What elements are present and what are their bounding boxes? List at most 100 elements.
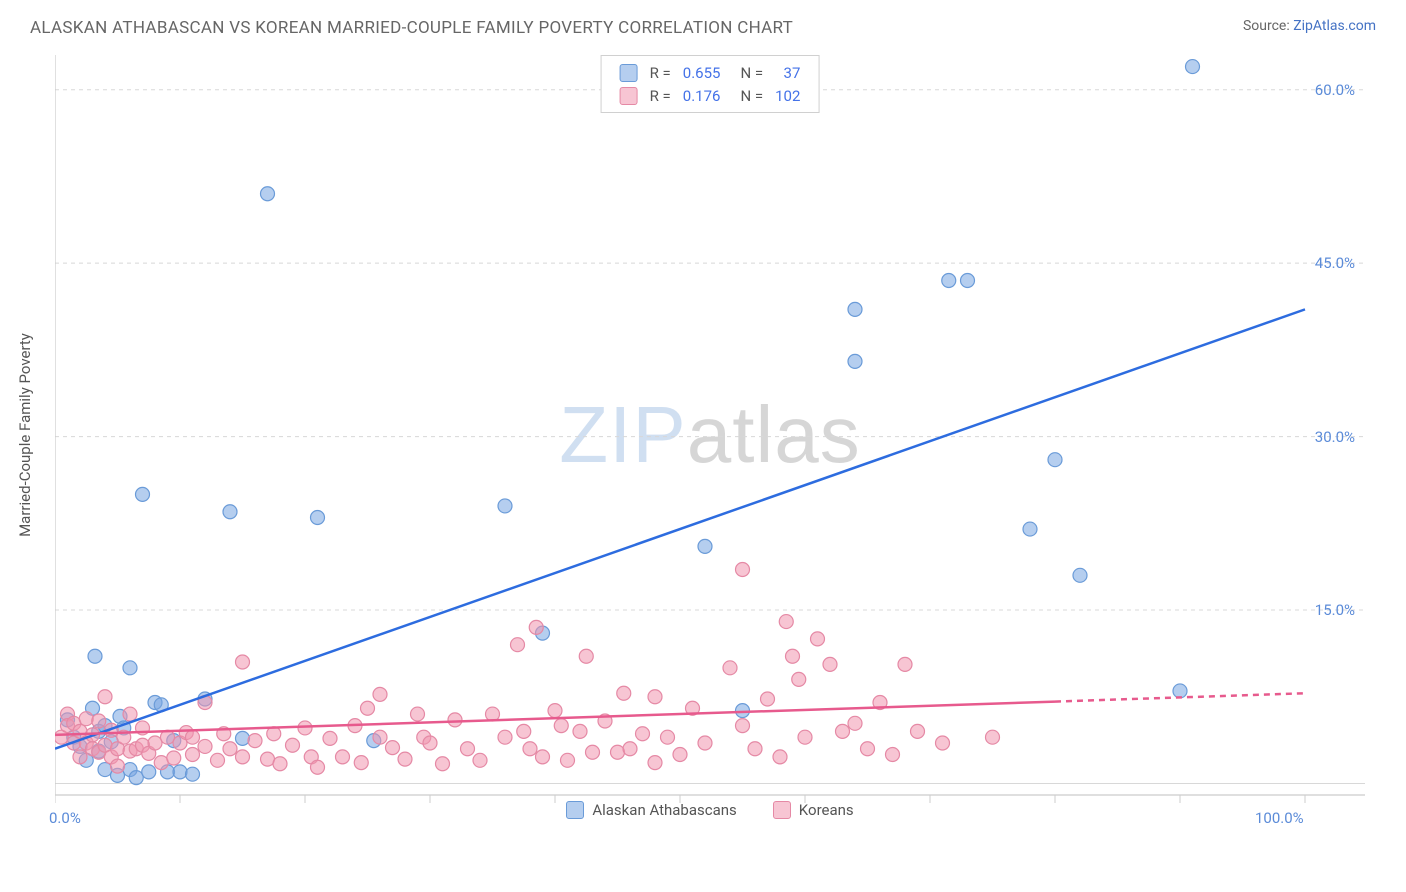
data-point (261, 752, 275, 766)
data-point (211, 753, 225, 767)
data-point (579, 649, 593, 663)
y-axis-label: Married-Couple Family Poverty (16, 333, 34, 537)
legend-n-value: 102 (769, 84, 806, 107)
data-point (111, 759, 125, 773)
data-point (361, 701, 375, 715)
legend-swatch (620, 87, 638, 105)
series-name: Alaskan Athabascans (592, 801, 736, 819)
data-point (186, 730, 200, 744)
data-point (848, 716, 862, 730)
data-point (798, 730, 812, 744)
data-point (154, 756, 168, 770)
data-point (223, 742, 237, 756)
data-point (79, 712, 93, 726)
data-point (623, 742, 637, 756)
series-legend: Alaskan Athabascans Koreans (55, 801, 1365, 823)
data-point (186, 767, 200, 781)
data-point (517, 724, 531, 738)
legend-n-label: N = (726, 61, 769, 84)
data-point (223, 505, 237, 519)
data-point (1073, 568, 1087, 582)
data-point (673, 748, 687, 762)
data-point (323, 731, 337, 745)
data-point (961, 273, 975, 287)
data-point (611, 745, 625, 759)
data-point (92, 714, 106, 728)
data-point (136, 487, 150, 501)
data-point (936, 736, 950, 750)
data-point (823, 657, 837, 671)
data-point (167, 751, 181, 765)
legend-swatch (773, 801, 791, 819)
data-point (261, 187, 275, 201)
stats-legend: R =0.655N =37 R =0.176N =102 (601, 55, 820, 113)
data-point (836, 724, 850, 738)
data-point (898, 657, 912, 671)
data-point (498, 499, 512, 513)
data-point (236, 750, 250, 764)
y-tick-label: 60.0% (1315, 81, 1355, 99)
data-point (236, 655, 250, 669)
data-point (311, 760, 325, 774)
source-credit: Source: ZipAtlas.com (1243, 18, 1376, 34)
data-point (811, 632, 825, 646)
data-point (561, 753, 575, 767)
legend-r-label: R = (644, 84, 677, 107)
data-point (698, 736, 712, 750)
data-point (548, 704, 562, 718)
data-point (123, 707, 137, 721)
data-point (498, 730, 512, 744)
data-point (311, 511, 325, 525)
trend-line (55, 309, 1305, 748)
series-legend-item: Alaskan Athabascans (566, 801, 736, 819)
x-tick-label: 0.0% (49, 809, 81, 827)
data-point (273, 757, 287, 771)
source-link[interactable]: ZipAtlas.com (1293, 18, 1376, 34)
data-point (779, 615, 793, 629)
data-point (886, 748, 900, 762)
data-point (511, 638, 525, 652)
data-point (536, 750, 550, 764)
data-point (736, 563, 750, 577)
data-point (129, 771, 143, 785)
series-name: Koreans (799, 801, 854, 819)
data-point (461, 742, 475, 756)
data-point (142, 765, 156, 779)
data-point (661, 730, 675, 744)
data-point (186, 748, 200, 762)
data-point (586, 745, 600, 759)
data-point (648, 756, 662, 770)
legend-r-value: 0.176 (677, 84, 727, 107)
legend-r-label: R = (644, 61, 677, 84)
data-point (617, 686, 631, 700)
y-tick-label: 45.0% (1315, 254, 1355, 272)
data-point (773, 750, 787, 764)
legend-r-value: 0.655 (677, 61, 727, 84)
data-point (98, 690, 112, 704)
data-point (636, 727, 650, 741)
data-point (354, 756, 368, 770)
data-point (761, 692, 775, 706)
data-point (786, 649, 800, 663)
data-point (398, 752, 412, 766)
data-point (848, 302, 862, 316)
data-point (148, 736, 162, 750)
data-point (248, 734, 262, 748)
series-legend-item: Koreans (773, 801, 854, 819)
data-point (1173, 684, 1187, 698)
data-point (648, 690, 662, 704)
data-point (1023, 522, 1037, 536)
data-point (336, 750, 350, 764)
legend-n-label: N = (726, 84, 769, 107)
data-point (373, 730, 387, 744)
data-point (1186, 60, 1200, 74)
data-point (88, 649, 102, 663)
chart-title: ALASKAN ATHABASCAN VS KOREAN MARRIED-COU… (30, 18, 793, 38)
legend-swatch (566, 801, 584, 819)
data-point (911, 724, 925, 738)
data-point (411, 707, 425, 721)
data-point (573, 724, 587, 738)
data-point (98, 763, 112, 777)
legend-n-value: 37 (769, 61, 806, 84)
data-point (861, 742, 875, 756)
